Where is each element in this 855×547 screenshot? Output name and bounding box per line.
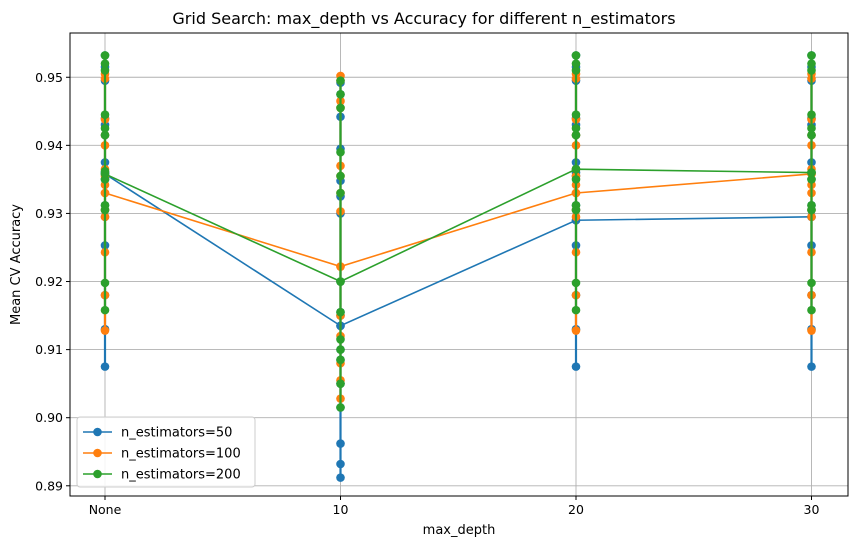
y-tick-label: 0.91 xyxy=(35,342,63,357)
x-tick-label: 30 xyxy=(804,502,820,517)
data-point xyxy=(336,439,345,448)
y-axis-label: Mean CV Accuracy xyxy=(9,204,24,325)
data-point xyxy=(571,59,581,68)
legend-label: n_estimators=200 xyxy=(121,468,241,483)
data-point xyxy=(807,110,816,120)
y-tick-label: 0.95 xyxy=(35,70,63,85)
data-point xyxy=(571,124,581,133)
data-point xyxy=(571,66,581,75)
legend-item: n_estimators=100 xyxy=(83,447,241,462)
legend-swatch-marker xyxy=(93,427,102,437)
series-2 xyxy=(100,69,816,403)
data-point xyxy=(100,110,110,120)
series-layer xyxy=(100,51,816,482)
y-tick-label: 0.94 xyxy=(35,138,63,153)
data-point xyxy=(336,345,345,354)
x-axis-label: max_depth xyxy=(423,523,496,538)
legend-label: n_estimators=100 xyxy=(121,447,241,462)
data-point xyxy=(807,59,816,68)
data-point xyxy=(100,59,110,68)
data-point xyxy=(336,473,345,482)
data-point xyxy=(807,278,816,288)
data-point xyxy=(336,147,345,157)
data-point xyxy=(336,335,345,344)
x-tick-label: 10 xyxy=(333,502,349,517)
ticks-layer: None 10 20 30 0.89 0.90 0.91 0.92 0.93 0.94 0.95 xyxy=(35,70,819,517)
data-point xyxy=(336,89,345,99)
data-point xyxy=(336,403,345,412)
y-tick-label: 0.93 xyxy=(35,206,63,221)
data-point xyxy=(100,362,110,371)
data-point xyxy=(571,362,581,371)
data-point xyxy=(336,355,345,365)
data-point xyxy=(571,200,581,210)
data-point xyxy=(571,110,581,120)
plot-frame xyxy=(69,32,849,497)
series-line xyxy=(104,168,812,283)
data-point xyxy=(336,76,345,85)
data-point xyxy=(807,326,816,335)
legend-frame xyxy=(76,416,256,488)
series-line xyxy=(104,173,812,327)
data-point xyxy=(100,124,110,133)
x-tick-label: None xyxy=(89,502,122,517)
data-point xyxy=(336,277,345,286)
data-point xyxy=(100,278,110,288)
data-point xyxy=(100,326,110,335)
legend-item: n_estimators=50 xyxy=(83,426,232,441)
data-point xyxy=(571,326,581,335)
data-point xyxy=(807,200,816,210)
data-point xyxy=(807,305,816,315)
legend-label: n_estimators=50 xyxy=(121,426,232,441)
data-point xyxy=(807,130,816,140)
data-point xyxy=(807,51,816,60)
data-point xyxy=(336,379,345,388)
data-point xyxy=(807,362,816,371)
data-point xyxy=(100,51,110,60)
data-point xyxy=(807,168,816,177)
series-line xyxy=(104,173,812,268)
legend-item: n_estimators=200 xyxy=(83,468,241,483)
data-point xyxy=(100,130,110,140)
chart-title: Grid Search: max_depth vs Accuracy for d… xyxy=(172,9,675,29)
data-point xyxy=(571,175,581,184)
y-tick-label: 0.92 xyxy=(35,274,63,289)
x-tick-label: 20 xyxy=(568,502,584,517)
data-point xyxy=(336,103,345,113)
y-tick-label: 0.89 xyxy=(35,478,63,493)
data-point xyxy=(571,51,581,60)
legend-swatch-marker xyxy=(93,469,102,479)
data-point xyxy=(807,175,816,184)
data-point xyxy=(100,66,110,75)
data-point xyxy=(336,459,345,469)
series-3 xyxy=(100,51,816,412)
data-point xyxy=(571,130,581,140)
data-point xyxy=(571,278,581,288)
data-point xyxy=(571,305,581,315)
data-point xyxy=(336,307,345,317)
data-point xyxy=(336,171,345,181)
y-tick-label: 0.90 xyxy=(35,410,63,425)
legend-swatch-marker xyxy=(93,448,102,458)
data-point xyxy=(336,188,345,198)
data-point xyxy=(807,66,816,75)
data-point xyxy=(571,164,581,174)
data-point xyxy=(807,124,816,133)
data-point xyxy=(100,200,110,210)
data-point xyxy=(100,169,110,179)
data-point xyxy=(100,305,110,315)
legend: n_estimators=50 n_estimators=100 n_estimat… xyxy=(76,416,256,488)
